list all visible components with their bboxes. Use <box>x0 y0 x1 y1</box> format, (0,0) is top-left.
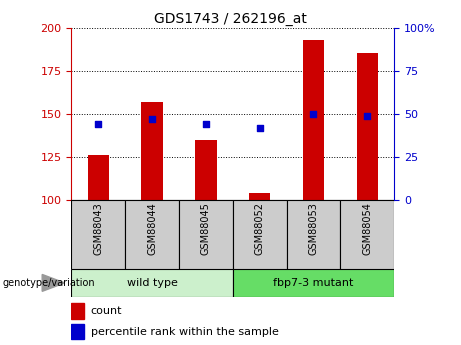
Polygon shape <box>42 275 65 291</box>
Text: genotype/variation: genotype/variation <box>2 278 95 288</box>
Point <box>95 121 102 127</box>
Text: GSM88044: GSM88044 <box>147 202 157 255</box>
Bar <box>71 303 84 319</box>
Bar <box>195 140 217 200</box>
Text: count: count <box>91 306 122 316</box>
Point <box>202 121 210 127</box>
Text: GSM88045: GSM88045 <box>201 202 211 255</box>
FancyBboxPatch shape <box>71 269 233 297</box>
Bar <box>179 200 233 269</box>
Bar <box>142 102 163 200</box>
Bar <box>249 193 271 200</box>
Text: wild type: wild type <box>127 278 177 288</box>
FancyBboxPatch shape <box>233 269 394 297</box>
Text: GSM88052: GSM88052 <box>254 202 265 255</box>
Point <box>310 111 317 117</box>
Bar <box>71 324 84 339</box>
Bar <box>287 200 340 269</box>
Bar <box>303 40 324 200</box>
Bar <box>356 53 378 200</box>
Bar <box>340 200 394 269</box>
Point <box>256 125 263 130</box>
Text: percentile rank within the sample: percentile rank within the sample <box>91 327 279 337</box>
Text: GSM88053: GSM88053 <box>308 202 319 255</box>
Bar <box>88 155 109 200</box>
Bar <box>233 200 287 269</box>
Text: GSM88043: GSM88043 <box>93 202 103 255</box>
Text: GSM88054: GSM88054 <box>362 202 372 255</box>
Point <box>148 116 156 122</box>
Bar <box>71 200 125 269</box>
Text: fbp7-3 mutant: fbp7-3 mutant <box>273 278 354 288</box>
Bar <box>125 200 179 269</box>
Text: GDS1743 / 262196_at: GDS1743 / 262196_at <box>154 12 307 26</box>
Point <box>364 113 371 118</box>
